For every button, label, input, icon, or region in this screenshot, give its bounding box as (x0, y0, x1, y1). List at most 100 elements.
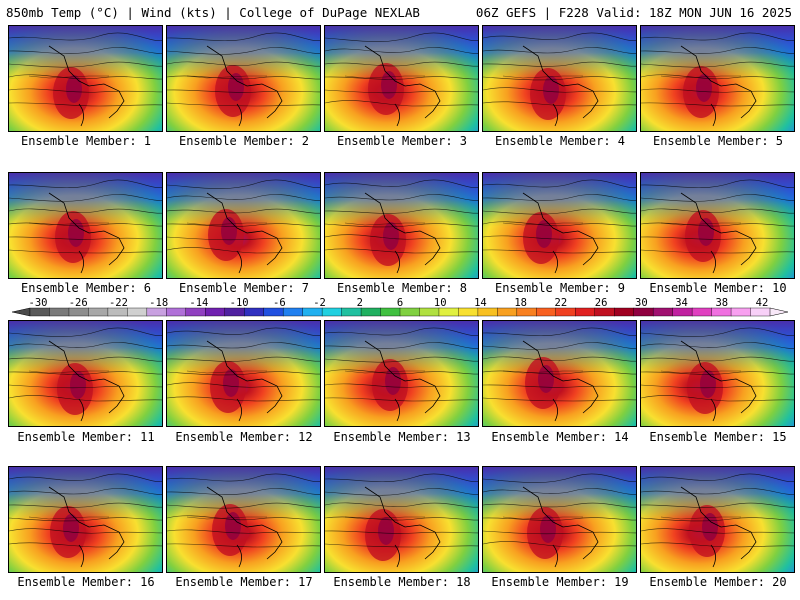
colorbar-swatch (107, 307, 128, 317)
colorbar-swatch (49, 307, 70, 317)
ensemble-member-label: Ensemble Member: 8 (336, 281, 468, 295)
height-contour (483, 249, 636, 254)
height-contour (641, 517, 794, 522)
coastline (522, 486, 599, 568)
height-contour (641, 222, 794, 227)
height-contour (325, 342, 478, 349)
height-contour (9, 488, 162, 495)
height-contour (9, 88, 162, 93)
height-contour (483, 342, 636, 350)
warm-core-center (223, 369, 239, 397)
colorbar-swatch (575, 307, 596, 317)
colorbar-tick-label: 26 (595, 297, 608, 309)
height-contour (9, 502, 162, 508)
colorbar-swatch (244, 307, 265, 317)
colorbar-tick-label: -2 (313, 297, 326, 309)
border-line (28, 370, 109, 374)
height-contour (167, 371, 320, 376)
ensemble-member-map (166, 466, 321, 573)
ensemble-member-label: Ensemble Member: 16 (17, 575, 155, 589)
colorbar-tick-label: -22 (109, 297, 128, 309)
colorbar-swatch (730, 307, 752, 317)
ensemble-member-label: Ensemble Member: 3 (336, 134, 468, 148)
ensemble-member-map (8, 25, 163, 132)
colorbar-swatch (477, 307, 498, 317)
ensemble-member-map (166, 320, 321, 427)
border-line (28, 222, 109, 226)
colorbar-tick-label: -26 (69, 297, 88, 309)
border-line (344, 370, 425, 374)
colorbar-swatch (68, 307, 89, 317)
coastline (48, 192, 125, 274)
height-contour (325, 488, 478, 496)
warm-core-center (70, 371, 86, 399)
colorbar-swatch (438, 307, 459, 317)
height-contour (641, 542, 794, 548)
height-contour (325, 194, 478, 201)
height-contour (483, 221, 636, 227)
coastline (680, 340, 757, 422)
ensemble-member-label: Ensemble Member: 1 (20, 134, 152, 148)
border-line (502, 75, 583, 79)
cold-air-overlay (167, 321, 320, 426)
height-contour (325, 100, 478, 107)
colorbar-tick-label: 6 (397, 297, 403, 309)
chart-title: 850mb Temp (°C) | Wind (kts) | College o… (6, 5, 420, 20)
colorbar-swatch (146, 307, 167, 317)
ensemble-member-label: Ensemble Member: 19 (491, 575, 629, 589)
border-line (660, 370, 741, 374)
coastline (206, 486, 283, 568)
warm-core-center (225, 512, 241, 540)
height-contour (167, 247, 320, 254)
warm-core-center (536, 220, 552, 248)
height-contour (9, 236, 162, 240)
height-contour (9, 47, 162, 54)
height-contour (167, 327, 320, 336)
height-contour (167, 473, 320, 482)
coastline (206, 45, 283, 127)
height-contour (167, 47, 320, 55)
height-contour (483, 473, 636, 483)
cold-air-overlay (9, 467, 162, 572)
coastline (522, 45, 599, 127)
height-contour (641, 371, 794, 375)
colorbar-swatch (205, 307, 226, 317)
colorbar-tick-label: 34 (675, 297, 688, 309)
border-line (28, 75, 109, 79)
height-contour (325, 179, 478, 188)
colorbar-tick-label: 42 (756, 297, 769, 309)
warm-core-center (221, 217, 237, 245)
height-contour (325, 356, 478, 363)
ensemble-member-label: Ensemble Member: 15 (649, 430, 787, 444)
border-line (344, 75, 425, 79)
height-contour (641, 249, 794, 254)
height-contour (325, 369, 478, 375)
ensemble-member-map (8, 172, 163, 279)
ensemble-member-label: Ensemble Member: 18 (333, 575, 471, 589)
cold-air-overlay (483, 173, 636, 278)
height-contour (325, 47, 478, 54)
coastline (364, 486, 441, 568)
warm-core-center (540, 515, 556, 543)
height-contour (483, 384, 636, 388)
height-contour (9, 342, 162, 349)
height-contour (641, 236, 794, 240)
colorbar-swatch (29, 307, 50, 317)
border-line (502, 370, 583, 374)
height-contour (325, 327, 478, 336)
cold-air-overlay (641, 26, 794, 131)
height-contour (483, 356, 636, 362)
coastline (364, 340, 441, 422)
height-contour (325, 61, 478, 67)
height-contour (167, 529, 320, 534)
colorbar-swatch (166, 307, 187, 317)
height-contour (325, 473, 478, 483)
height-contour (483, 327, 636, 337)
height-contour (483, 488, 636, 495)
coastline (364, 192, 441, 274)
colorbar-swatch (672, 307, 693, 317)
ensemble-member-map (324, 25, 479, 132)
ensemble-member-map (324, 466, 479, 573)
height-contour (9, 102, 162, 107)
warm-core-center (698, 218, 714, 246)
